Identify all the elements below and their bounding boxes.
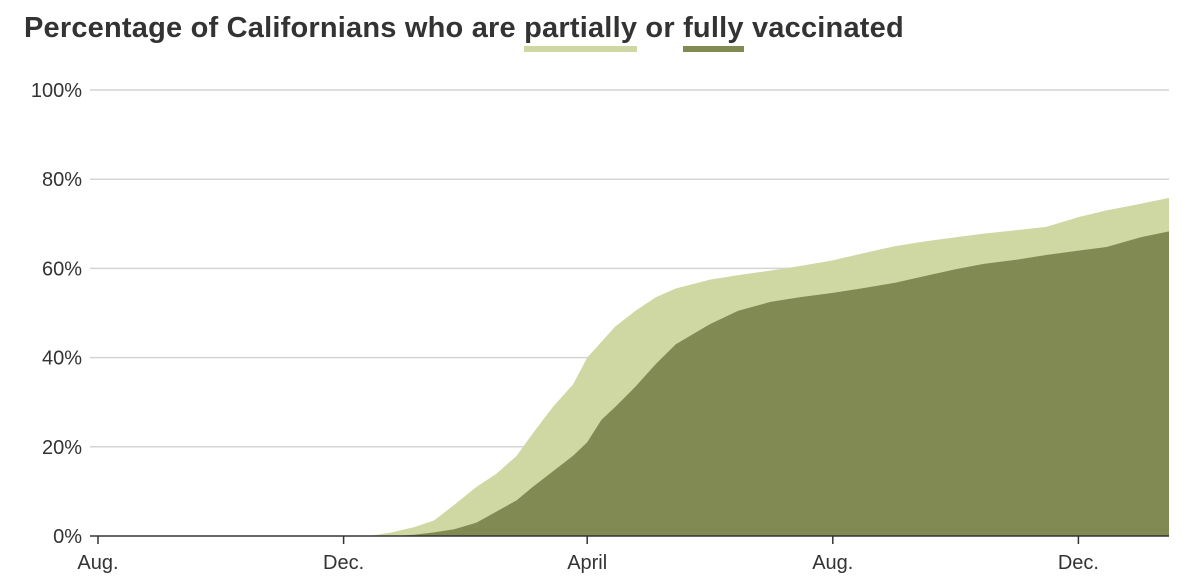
y-tick-label: 80% — [42, 169, 82, 191]
x-tick-label: April — [567, 552, 607, 574]
y-tick-label: 20% — [42, 437, 82, 459]
chart-title: Percentage of Californians who are parti… — [24, 12, 904, 52]
series-area-fully — [391, 231, 1169, 536]
series-areas — [371, 197, 1169, 536]
title-suffix: vaccinated — [743, 12, 904, 44]
y-tick-label: 100% — [31, 80, 82, 102]
y-tick-label: 60% — [42, 258, 82, 280]
x-tick-label: Aug. — [812, 552, 853, 574]
title-prefix: Percentage of Californians who are — [24, 12, 525, 44]
x-tick-label: Aug. — [77, 552, 118, 574]
legend-fully: fully — [683, 12, 744, 52]
x-tick-label: Dec. — [1058, 552, 1099, 574]
title-middle: or — [637, 12, 684, 44]
y-tick-label: 40% — [42, 348, 82, 370]
legend-partially: partially — [524, 12, 638, 52]
y-tick-label: 0% — [53, 526, 82, 548]
axes: Aug. Dec. April Aug. Dec. — [77, 535, 1169, 574]
x-tick-label: Dec. — [323, 552, 364, 574]
